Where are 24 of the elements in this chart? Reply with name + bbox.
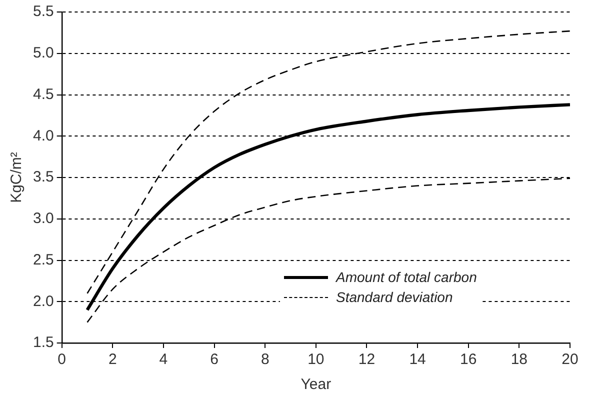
x-tick-label: 20 [562,351,578,368]
x-tick-label: 2 [108,351,117,368]
y-tick-label: 2.0 [32,292,54,310]
x-tick-label: 14 [409,351,426,368]
y-tick-label: 4.0 [32,127,54,144]
y-tick-label: 3.5 [32,168,54,186]
x-tick-label: 6 [210,351,218,368]
x-tick-label: 0 [58,351,66,368]
x-tick-label: 16 [460,351,477,368]
y-tick-label: 5.0 [32,44,54,62]
y-tick-label: 5.5 [32,3,54,20]
x-axis-title: Year [300,376,332,394]
x-tick-label: 4 [159,351,168,368]
x-tick-label: 8 [260,351,270,368]
y-axis-title: KgC/m² [8,152,26,203]
x-tick-label: 12 [358,351,376,368]
y-tick-label: 3.0 [32,210,54,228]
legend-label: Standard deviation [336,289,453,305]
legend-label: Amount of total carbon [336,269,477,285]
y-tick-label: 1.5 [32,334,54,352]
x-tick-label: 10 [308,351,324,368]
x-tick-label: 18 [510,351,528,368]
y-tick-label: 4.5 [32,86,54,103]
y-tick-label: 2.5 [32,251,54,268]
